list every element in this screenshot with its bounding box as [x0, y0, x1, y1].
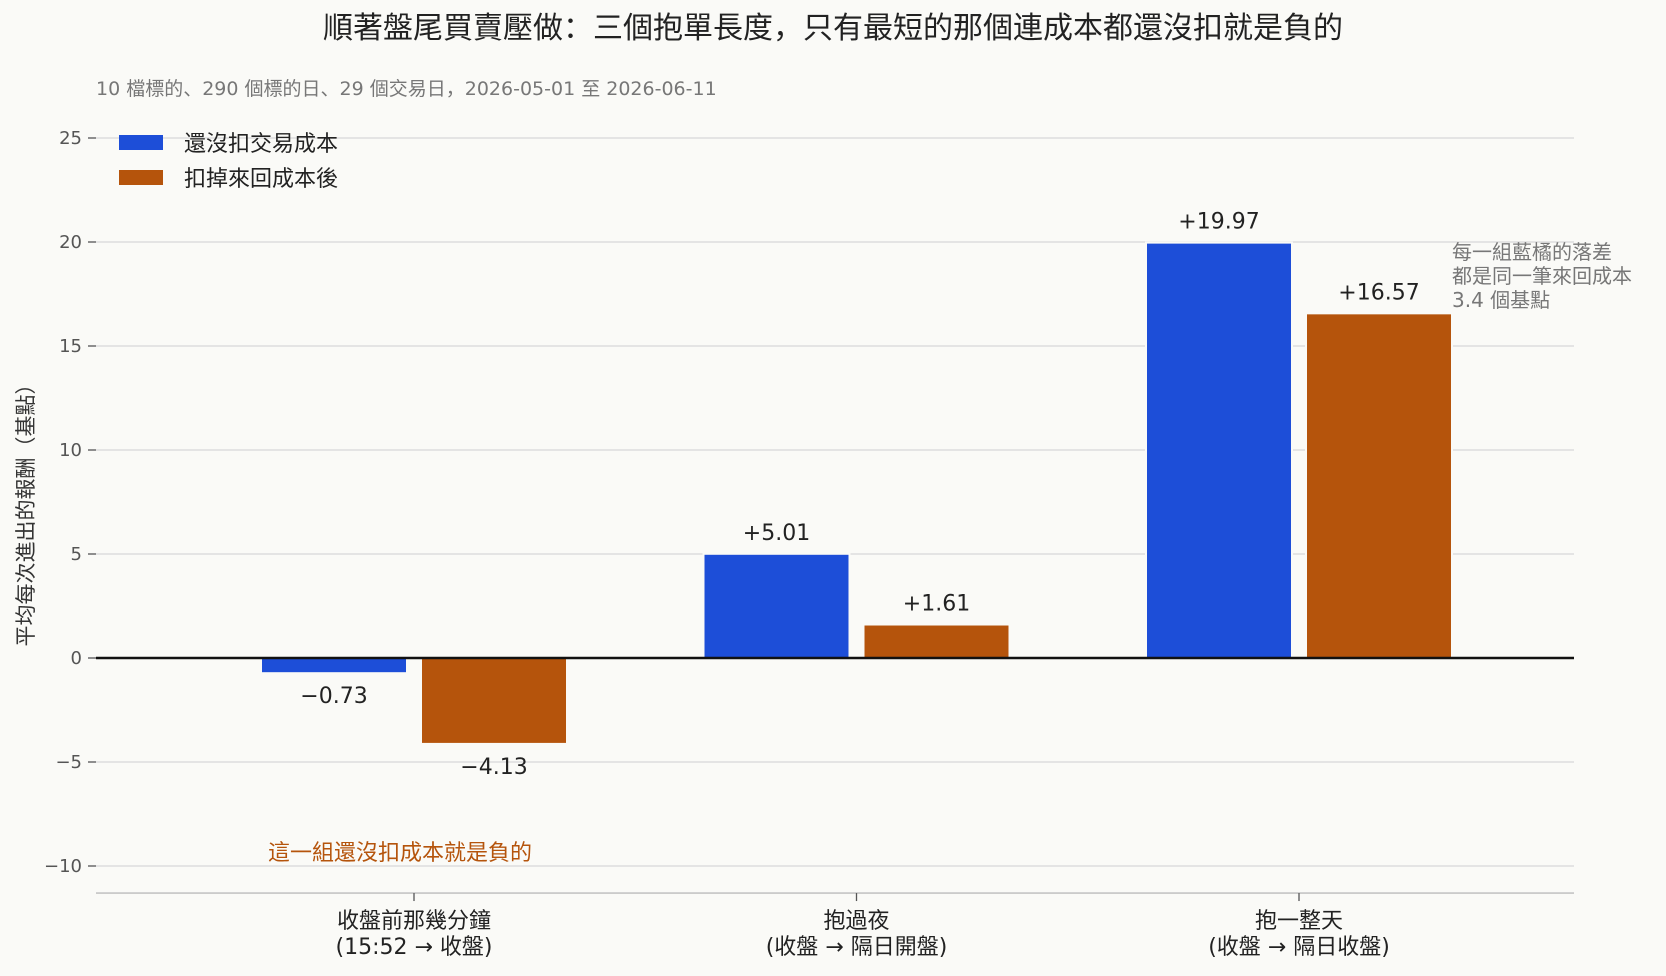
cost-note-line-1: 每一組藍橘的落差	[1452, 240, 1612, 264]
bar-value-label: −0.73	[300, 684, 367, 709]
y-tick-label: 15	[59, 336, 82, 357]
legend-label-net: 扣掉來回成本後	[184, 167, 338, 192]
chart-title: 順著盤尾買賣壓做：三個抱單長度，只有最短的那個連成本都還沒扣就是負的	[323, 11, 1343, 46]
x-tick-label-line-1: 抱一整天	[1255, 909, 1343, 934]
bar-value-label: +5.01	[743, 521, 810, 546]
cost-note-line-3: 3.4 個基點	[1452, 288, 1550, 312]
cost-note-line-2: 都是同一筆來回成本	[1452, 264, 1632, 288]
x-axis-ticks: 收盤前那幾分鐘(15:52 → 收盤) 抱過夜(收盤 → 隔日開盤) 抱一整天(收盤…	[336, 893, 1390, 960]
bar	[1145, 241, 1293, 659]
y-tick-label: 10	[59, 440, 82, 461]
bar-data-labels: −0.73 −4.13 +5.01 +1.61 +19.97 +16.57	[300, 210, 1419, 780]
bar-value-label: −4.13	[460, 755, 527, 780]
legend-swatch-raw	[119, 135, 163, 150]
legend-swatch-net	[119, 170, 163, 185]
negative-group-note: 這一組還沒扣成本就是負的	[268, 841, 532, 866]
x-tick-label-line-2: (收盤 → 隔日開盤)	[766, 935, 948, 960]
bar	[420, 657, 568, 745]
y-tick-label: 0	[71, 648, 82, 669]
bar	[702, 552, 851, 659]
bar-value-label: +19.97	[1178, 210, 1259, 235]
bar	[862, 623, 1011, 660]
cost-gap-note: 每一組藍橘的落差 都是同一筆來回成本 3.4 個基點	[1452, 240, 1632, 312]
y-axis-ticks: −10 −5 0 5 10 15 20 25	[44, 128, 96, 877]
x-tick-label-line-2: (收盤 → 隔日收盤)	[1208, 935, 1390, 960]
legend: 還沒扣交易成本 扣掉來回成本後	[119, 132, 338, 192]
y-axis-label: 平均每次進出的報酬（基點）	[14, 374, 38, 647]
bar-value-label: +16.57	[1338, 280, 1419, 305]
x-tick-label-line-1: 抱過夜	[823, 909, 889, 934]
bar-value-label: +1.61	[903, 592, 970, 617]
legend-label-raw: 還沒扣交易成本	[184, 132, 338, 157]
y-tick-label: −10	[44, 856, 82, 877]
chart-subtitle: 10 檔標的、290 個標的日、29 個交易日，2026-05-01 至 202…	[96, 78, 717, 100]
y-tick-label: 5	[71, 544, 82, 565]
bar	[1305, 312, 1453, 659]
y-tick-label: −5	[55, 752, 82, 773]
bar	[260, 657, 408, 675]
bars	[260, 241, 1453, 745]
y-tick-label: 20	[59, 232, 82, 253]
x-tick-label-line-1: 收盤前那幾分鐘	[337, 909, 491, 934]
x-tick-label-line-2: (15:52 → 收盤)	[336, 935, 493, 960]
y-tick-label: 25	[59, 128, 82, 149]
